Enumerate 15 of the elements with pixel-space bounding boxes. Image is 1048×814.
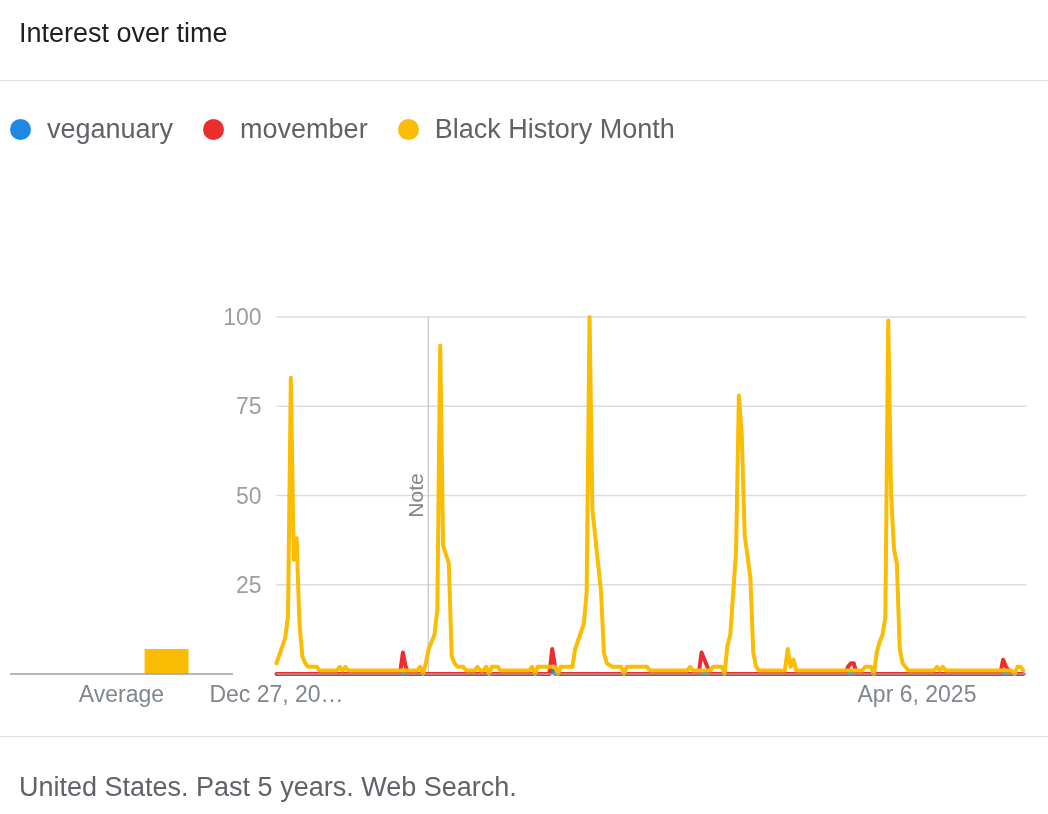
legend-label: movember: [240, 113, 368, 145]
x-tick-label: Apr 6, 2025: [857, 681, 977, 708]
chart-title: Interest over time: [19, 17, 228, 49]
line-series: [274, 315, 1026, 676]
line-series: [274, 647, 1026, 676]
y-tick-label: 75: [235, 393, 262, 420]
legend-label: veganuary: [47, 113, 174, 145]
y-tick-label: 100: [223, 304, 262, 331]
legend-label: Black History Month: [434, 113, 675, 145]
y-tick-label: 25: [235, 571, 262, 598]
ref-line-label: Note: [403, 473, 427, 518]
text: United States. Past 5 years. Web Search.: [19, 772, 517, 802]
x-tick-label: Average: [78, 681, 165, 708]
x-tick-label: Dec 27, 20…: [209, 681, 344, 708]
y-tick-label: 50: [235, 482, 262, 509]
